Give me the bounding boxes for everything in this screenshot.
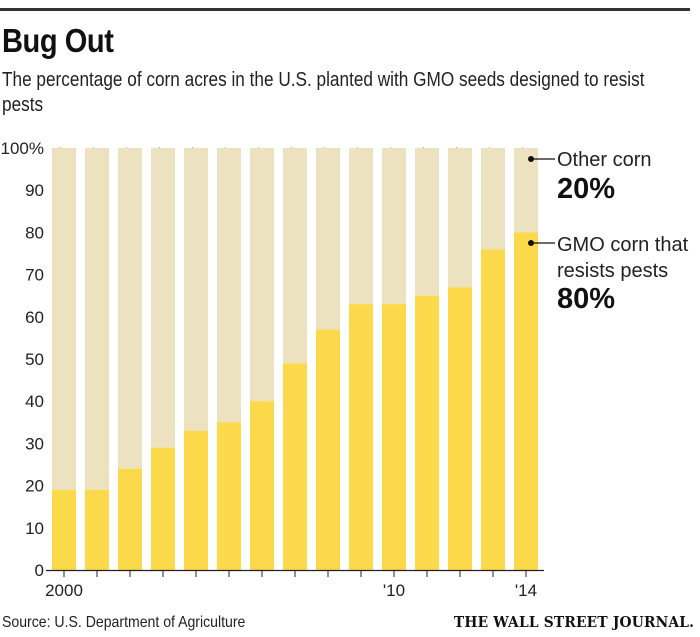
y-tick-label: 80 — [25, 223, 44, 242]
legend-other-label: Other corn — [557, 149, 651, 171]
x-tick-label: '14 — [515, 581, 537, 600]
legend-other-value: 20% — [557, 173, 615, 205]
bar-gmo-2007 — [283, 363, 307, 570]
bar-gmo-2009 — [349, 304, 373, 570]
y-tick-label: 60 — [25, 308, 44, 327]
y-tick-label: 20 — [25, 477, 44, 496]
bar-gmo-2014 — [514, 232, 538, 570]
bar-other-2013 — [481, 148, 505, 250]
legend: Other corn 20% GMO corn that resists pes… — [528, 149, 689, 315]
source-note: Source: U.S. Department of Agriculture — [2, 614, 246, 631]
y-axis: 0 10 20 30 40 50 60 70 80 90 100% — [1, 139, 44, 580]
bar-other-2011 — [415, 148, 439, 296]
bar-gmo-2005 — [217, 422, 241, 570]
bar-other-2009 — [349, 148, 373, 305]
x-tick-label: 2000 — [45, 581, 83, 600]
y-tick-label: 0 — [35, 561, 44, 580]
bar-gmo-2013 — [481, 249, 505, 570]
chart-subtitle: The percentage of corn acres in the U.S.… — [2, 69, 645, 116]
top-rule — [0, 8, 690, 11]
x-axis: 2000 '10 '14 — [45, 569, 544, 600]
bar-gmo-2010 — [382, 304, 406, 570]
bar-other-2006 — [250, 148, 274, 402]
bar-gmo-2002 — [118, 468, 142, 570]
bar-other-2008 — [316, 148, 340, 330]
y-tick-label: 50 — [25, 350, 44, 369]
bar-gmo-2001 — [85, 489, 109, 570]
bar-other-2005 — [217, 148, 241, 423]
y-tick-label: 30 — [25, 434, 44, 453]
legend-gmo-value: 80% — [557, 283, 615, 315]
bar-gmo-2012 — [448, 287, 472, 570]
y-tick-label: 100% — [1, 139, 44, 158]
bar-other-2001 — [85, 148, 109, 490]
bar-other-2007 — [283, 148, 307, 364]
legend-gmo-label-line1: GMO corn that — [557, 234, 689, 256]
bar-other-2012 — [448, 148, 472, 288]
bar-gmo-2003 — [151, 447, 175, 570]
y-tick-label: 10 — [25, 519, 44, 538]
bar-gmo-2011 — [415, 295, 439, 570]
y-tick-label: 90 — [25, 181, 44, 200]
bar-other-2014 — [514, 148, 538, 233]
bar-gmo-2000 — [52, 489, 76, 570]
bar-other-2002 — [118, 148, 142, 469]
y-tick-label: 40 — [25, 392, 44, 411]
x-tick-label: '10 — [383, 581, 405, 600]
bar-other-2000 — [52, 148, 76, 490]
bar-gmo-2006 — [250, 401, 274, 570]
bar-other-2004 — [184, 148, 208, 431]
bar-gmo-2008 — [316, 329, 340, 570]
y-tick-label: 70 — [25, 266, 44, 285]
bars — [52, 148, 538, 570]
bar-other-2010 — [382, 148, 406, 305]
bar-gmo-2004 — [184, 430, 208, 570]
legend-gmo-label-line2: resists pests — [557, 260, 668, 282]
wsj-logo: THE WALL STREET JOURNAL. — [453, 613, 694, 631]
chart-title: Bug Out — [2, 22, 114, 59]
bar-other-2003 — [151, 148, 175, 448]
